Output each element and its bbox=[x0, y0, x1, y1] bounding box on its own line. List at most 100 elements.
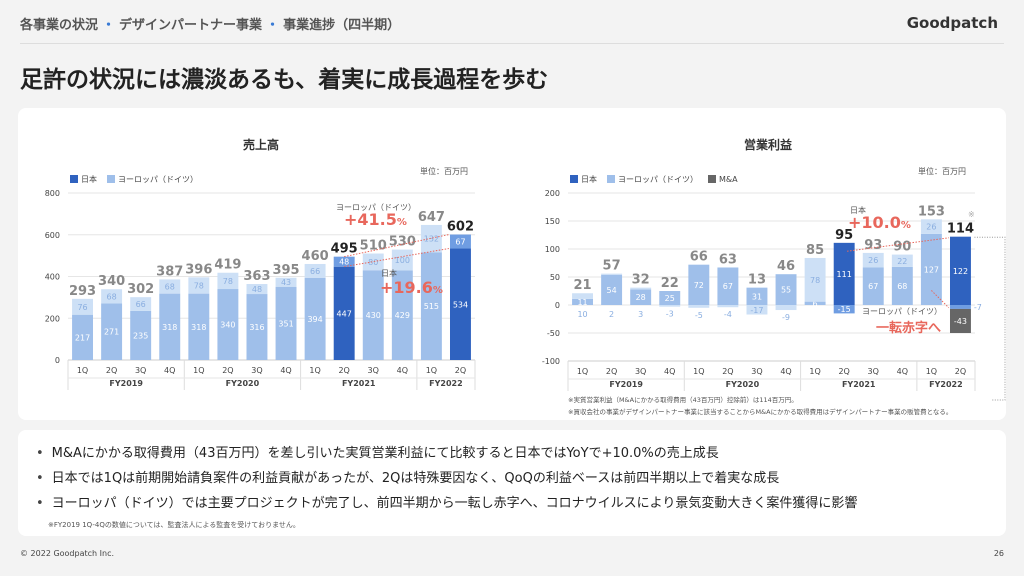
bar-segment-europe bbox=[659, 305, 681, 307]
bar-segment-japan bbox=[659, 291, 681, 305]
total-label: 46 bbox=[777, 259, 795, 274]
bar-segment-europe bbox=[304, 263, 326, 278]
y-tick-label: -100 bbox=[542, 357, 560, 366]
bar-segment-europe bbox=[362, 253, 384, 271]
legend-item-japan: 日本 bbox=[570, 174, 597, 185]
data-label: 43 bbox=[281, 278, 291, 287]
breadcrumb-item: 事業進捗（四半期） bbox=[283, 18, 401, 33]
total-label: 495 bbox=[331, 242, 358, 257]
data-label: 11 bbox=[577, 298, 587, 307]
y-tick-label: 0 bbox=[555, 301, 560, 310]
data-label: 31 bbox=[752, 292, 762, 301]
bar-segment-japan bbox=[862, 267, 884, 305]
page-number: 26 bbox=[993, 549, 1004, 558]
arrow-europe bbox=[931, 290, 950, 309]
y-tick-label: 100 bbox=[545, 245, 560, 254]
total-label: 13 bbox=[748, 273, 766, 288]
x-tick-label: 4Q bbox=[897, 367, 908, 376]
bar-segment-japan bbox=[246, 294, 268, 360]
total-label: 32 bbox=[632, 273, 650, 288]
breadcrumb-separator: ・ bbox=[102, 18, 116, 33]
chart-title-operating-profit: 営業利益 bbox=[744, 138, 793, 152]
data-label: 132 bbox=[424, 235, 439, 244]
data-label: -5 bbox=[695, 311, 703, 320]
data-label: 351 bbox=[278, 319, 293, 328]
bar-segment-europe bbox=[420, 224, 442, 253]
total-label: 602 bbox=[447, 220, 474, 235]
data-label: 100 bbox=[395, 256, 410, 265]
group-label: FY2020 bbox=[726, 380, 760, 389]
footnote: ※買収会社の事業がデザインパートナー事業に該当することからM&Aにかかる取得費用… bbox=[568, 408, 953, 416]
bar-segment-europe bbox=[72, 298, 94, 315]
x-tick-label: 2Q bbox=[955, 367, 966, 376]
data-label: 10 bbox=[577, 310, 587, 319]
total-label: 66 bbox=[690, 250, 708, 265]
unit-label: 単位：百万円 bbox=[918, 167, 966, 176]
footnote-connector bbox=[974, 236, 1006, 401]
total-label: 22 bbox=[661, 276, 679, 291]
bar-segment-japan bbox=[391, 270, 413, 360]
bar-segment-europe bbox=[717, 305, 739, 308]
bar-segment-europe bbox=[833, 305, 855, 314]
legend-sales: 日本 ヨーロッパ（ドイツ） bbox=[70, 174, 198, 185]
data-label: 78 bbox=[810, 276, 820, 285]
y-tick-label: 800 bbox=[45, 189, 60, 198]
copyright: © 2022 Goodpatch Inc. bbox=[20, 549, 115, 558]
data-label: 48 bbox=[339, 258, 349, 267]
annotation-footnote-mark: ※ bbox=[968, 210, 975, 219]
x-tick-label: 4Q bbox=[164, 366, 175, 375]
bar-segment-japan bbox=[159, 293, 181, 360]
y-tick-label: 400 bbox=[45, 273, 60, 282]
bar-segment-japan bbox=[101, 303, 123, 360]
annotation-europe-label: ヨーロッパ（ドイツ） bbox=[336, 203, 416, 212]
total-label: 387 bbox=[156, 264, 183, 279]
bar-segment-europe bbox=[804, 257, 826, 302]
bar-segment-europe bbox=[949, 305, 971, 309]
bar-segment-japan bbox=[333, 266, 355, 360]
total-label: 419 bbox=[214, 258, 241, 273]
data-label: 447 bbox=[337, 309, 352, 318]
data-label: 316 bbox=[249, 323, 264, 332]
legend-item-japan: 日本 bbox=[70, 174, 97, 185]
x-tick-label: 3Q bbox=[751, 367, 762, 376]
breadcrumb-item: 各事業の状況 bbox=[20, 18, 99, 33]
total-label: 90 bbox=[893, 240, 911, 255]
data-label: 318 bbox=[162, 323, 177, 332]
y-tick-label: 150 bbox=[545, 217, 560, 226]
bar-segment-europe bbox=[188, 277, 210, 294]
annotation-europe-loss: 一転赤字へ bbox=[876, 321, 942, 336]
bar-segment-japan bbox=[775, 274, 797, 305]
annotation-europe-label: ヨーロッパ（ドイツ） bbox=[862, 307, 942, 316]
bar-segment-europe bbox=[601, 273, 623, 275]
total-label: 93 bbox=[864, 238, 882, 253]
bullet-point: M&Aにかかる取得費用（43百万円）を差し引いた実質営業利益にて比較すると日本で… bbox=[36, 442, 719, 461]
data-label: 67 bbox=[723, 282, 733, 291]
data-label: 80 bbox=[368, 258, 378, 267]
data-label: 271 bbox=[104, 328, 119, 337]
x-tick-label: 2Q bbox=[455, 366, 466, 375]
annotation-japan-growth: +10.0% bbox=[848, 213, 911, 232]
bar-segment-europe bbox=[630, 287, 652, 290]
bar-segment-europe bbox=[862, 252, 884, 268]
data-label: 68 bbox=[107, 292, 117, 301]
chart-title-sales: 売上高 bbox=[243, 138, 280, 152]
group-label: FY2019 bbox=[609, 380, 643, 389]
y-tick-label: 0 bbox=[55, 356, 60, 365]
data-label: 78 bbox=[223, 277, 233, 286]
bar-segment-europe bbox=[891, 254, 913, 267]
total-label: 302 bbox=[127, 282, 154, 297]
bullet-point: ヨーロッパ（ドイツ）では主要プロジェクトが完了し、前四半期から一転し赤字へ、コロ… bbox=[36, 492, 858, 511]
bar-segment-japan bbox=[949, 236, 971, 305]
total-label: 95 bbox=[835, 228, 853, 243]
bar-segment-japan bbox=[217, 289, 239, 360]
x-tick-label: 2Q bbox=[722, 367, 733, 376]
legend-profit: 日本 ヨーロッパ（ドイツ） M&A bbox=[570, 174, 738, 185]
data-label: 217 bbox=[75, 333, 90, 342]
page-title: 足許の状況には濃淡あるも、着実に成長過程を歩む bbox=[20, 67, 549, 93]
x-tick-label: 1Q bbox=[693, 367, 704, 376]
x-tick-label: 1Q bbox=[193, 366, 204, 375]
total-label: 114 bbox=[947, 222, 974, 237]
bar-segment-ma bbox=[949, 308, 971, 333]
y-tick-label: 200 bbox=[545, 189, 560, 198]
legend-item-europe: ヨーロッパ（ドイツ） bbox=[107, 174, 198, 185]
